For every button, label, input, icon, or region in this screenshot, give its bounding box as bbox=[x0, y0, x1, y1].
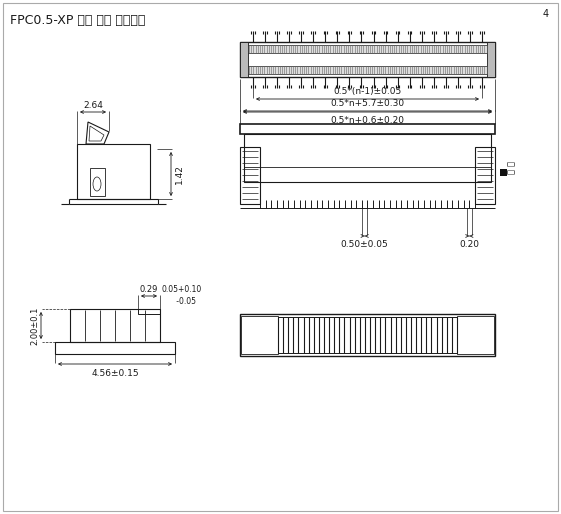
Bar bbox=[70, 309, 160, 342]
Bar bbox=[487, 42, 495, 77]
Bar bbox=[77, 144, 150, 199]
Text: 寸: 寸 bbox=[507, 170, 516, 174]
Bar bbox=[457, 316, 494, 354]
Text: 1.42: 1.42 bbox=[174, 164, 183, 184]
Text: 0.5*n+5.7±0.30: 0.5*n+5.7±0.30 bbox=[330, 99, 404, 108]
Text: 尺: 尺 bbox=[507, 161, 516, 167]
Bar bbox=[90, 168, 105, 196]
Bar bbox=[138, 309, 160, 314]
Bar bbox=[240, 42, 248, 77]
Bar bbox=[244, 134, 491, 182]
Bar bbox=[475, 147, 495, 204]
Bar bbox=[240, 124, 495, 134]
Bar bbox=[240, 314, 495, 356]
Text: FPC0.5-XP 立贴 带锁 反脚位。: FPC0.5-XP 立贴 带锁 反脚位。 bbox=[10, 14, 145, 27]
Text: 0.50±0.05: 0.50±0.05 bbox=[341, 240, 389, 249]
Text: 0.20: 0.20 bbox=[459, 240, 479, 249]
Text: 4: 4 bbox=[543, 9, 549, 19]
Bar bbox=[240, 42, 495, 77]
Text: 0.29: 0.29 bbox=[140, 285, 158, 294]
Text: 0.05+0.10: 0.05+0.10 bbox=[162, 285, 203, 294]
Text: 2.00±0.1: 2.00±0.1 bbox=[30, 306, 39, 345]
Bar bbox=[500, 169, 507, 176]
Text: 2.64: 2.64 bbox=[83, 101, 103, 110]
Bar bbox=[55, 342, 175, 354]
Bar bbox=[248, 45, 487, 53]
Bar bbox=[278, 317, 457, 353]
Text: 0.5*(n-1)±0.05: 0.5*(n-1)±0.05 bbox=[333, 87, 402, 96]
Bar bbox=[248, 66, 487, 74]
Text: 0.5*n+0.6±0.20: 0.5*n+0.6±0.20 bbox=[330, 116, 404, 125]
Bar bbox=[241, 316, 278, 354]
Bar bbox=[240, 147, 260, 204]
Text: -0.05: -0.05 bbox=[162, 297, 196, 306]
Text: 4.56±0.15: 4.56±0.15 bbox=[91, 369, 139, 378]
